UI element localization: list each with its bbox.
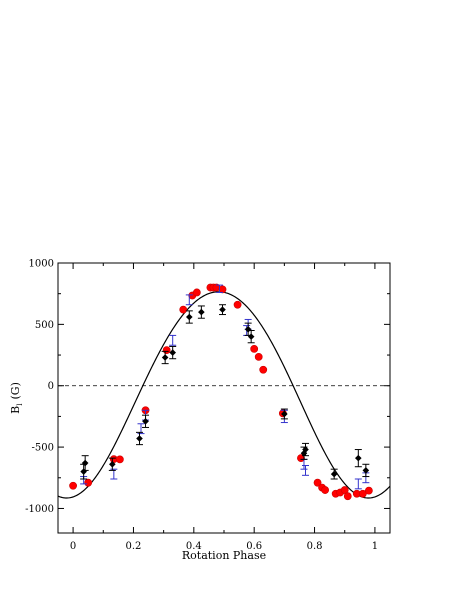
red-data-point <box>259 365 268 374</box>
black-diamond-point <box>80 468 87 475</box>
y-tick-label: 500 <box>35 320 54 331</box>
x-tick-label: 0.4 <box>186 541 202 552</box>
y-axis-label-unit: (G) <box>9 382 22 399</box>
red-data-point <box>218 285 227 294</box>
red-data-point <box>115 455 124 464</box>
red-data-point <box>162 346 171 355</box>
y-tick-label: -500 <box>32 443 54 454</box>
svg-text:Bl(G): Bl (G) <box>9 382 24 414</box>
black-diamond-point <box>281 410 288 418</box>
red-data-point <box>297 454 305 463</box>
red-data-point <box>340 486 349 494</box>
black-diamond-point <box>161 354 169 361</box>
black-diamond-point <box>244 325 252 333</box>
x-tick-label: 0.2 <box>126 541 142 552</box>
black-diamond-point <box>169 349 176 356</box>
red-data-point <box>358 489 367 498</box>
data-points-layer <box>69 283 373 501</box>
black-diamond-point <box>142 418 149 425</box>
red-data-point <box>364 486 373 495</box>
red-data-point <box>192 288 201 297</box>
y-tick-label: -1000 <box>25 504 54 515</box>
red-data-point <box>343 492 352 501</box>
y-axis-label: B <box>9 406 22 414</box>
red-data-point <box>69 481 77 490</box>
black-diamond-point <box>109 460 116 468</box>
black-diamond-point <box>302 446 309 453</box>
red-data-point <box>179 305 188 314</box>
black-diamond-point <box>355 454 362 462</box>
red-data-point <box>250 345 259 353</box>
black-diamond-point <box>300 449 308 457</box>
black-diamond-point <box>81 459 89 467</box>
y-tick-label: 1000 <box>29 259 54 270</box>
y-tick-label: 0 <box>48 381 54 392</box>
black-diamond-point <box>198 308 205 316</box>
x-tick-label: 0.6 <box>246 541 262 552</box>
x-tick-label: 1 <box>372 541 378 552</box>
y-axis: -1000 -500 0 500 1000 <box>25 259 390 515</box>
y-axis-label-group: Bl (G) <box>9 382 24 414</box>
red-data-point <box>233 300 242 309</box>
black-diamond-point <box>362 467 370 474</box>
red-data-point <box>254 352 263 361</box>
x-tick-label: 0 <box>70 541 76 552</box>
x-axis-label: Rotation Phase <box>182 549 266 562</box>
x-tick-label: 0.8 <box>307 541 323 552</box>
black-diamond-point <box>330 470 338 478</box>
black-diamond-point <box>219 306 226 313</box>
red-data-point <box>84 478 93 487</box>
fit-curve-line <box>58 291 390 499</box>
fit-curve-layer <box>58 291 390 499</box>
x-axis: 0 0.2 0.4 0.6 0.8 1 <box>70 263 378 552</box>
red-data-point <box>321 486 330 494</box>
red-data-point <box>313 478 322 487</box>
black-diamond-point <box>247 333 255 340</box>
y-axis-label-subscript: l <box>16 403 24 406</box>
black-diamond-point <box>185 313 193 321</box>
black-diamond-point <box>136 435 143 442</box>
